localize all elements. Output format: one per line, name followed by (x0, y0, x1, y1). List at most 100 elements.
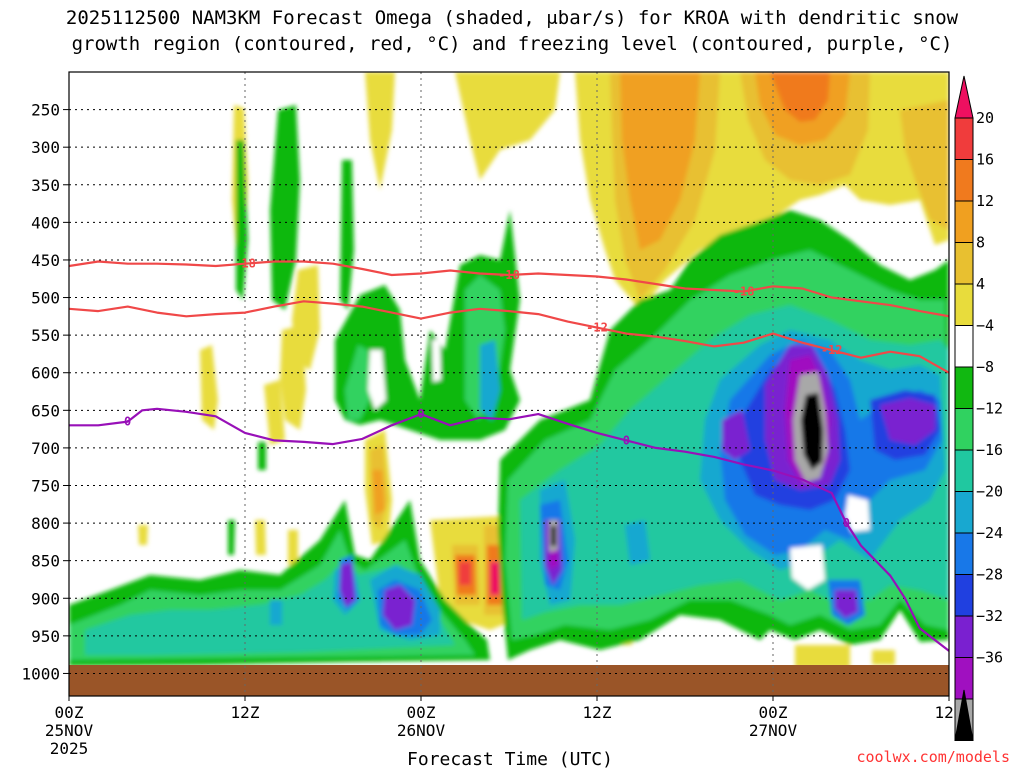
omega-region (880, 398, 935, 445)
omega-region (280, 325, 306, 430)
y-tick-label: 1000 (21, 664, 60, 683)
colorbar-tick-label: −8 (976, 358, 994, 376)
colorbar-tick-label: −4 (976, 317, 994, 335)
omega-region (845, 495, 870, 532)
colorbar-segment (954, 615, 974, 658)
y-tick-label: 950 (31, 627, 60, 646)
colorbar-tick-label: −24 (976, 524, 1003, 542)
colorbar-segment (954, 532, 974, 575)
chart-title-line-1: 2025112500 NAM3KM Forecast Omega (shaded… (66, 7, 959, 29)
omega-region (900, 100, 949, 230)
omega-region (432, 340, 441, 382)
omega-region (368, 350, 386, 410)
omega-region (365, 72, 395, 190)
omega-region (255, 520, 266, 555)
omega-region (228, 520, 235, 555)
colorbar-tick-label: −36 (976, 649, 1003, 667)
colorbar: 20 16 12 8 4 −4 −8 −12 −16 −20 −24 −28 −32 −36 (954, 75, 1003, 741)
colorbar-segment (954, 491, 974, 534)
omega-region (872, 650, 895, 665)
dendritic-contour-minus18 (69, 260, 949, 318)
x-tick-label: 00Z (407, 703, 436, 722)
credit-link[interactable]: coolwx.com/models (856, 748, 1010, 766)
x-tick-label: 12Z (231, 703, 260, 722)
x-date-label: 26NOV (397, 721, 446, 740)
colorbar-tick-label: 4 (976, 275, 985, 293)
colorbar-segment (954, 574, 974, 617)
plot-frame (68, 71, 950, 697)
colorbar-bottom-arrow (954, 689, 974, 741)
colorbar-tick-label: −28 (976, 566, 1003, 584)
colorbar-segment (954, 242, 974, 285)
y-tick-label: 750 (31, 476, 60, 495)
omega-region (345, 345, 372, 420)
omega-region (770, 72, 830, 122)
omega-region (270, 600, 282, 625)
y-tick-label: 250 (31, 101, 60, 120)
freezing-level-contour (69, 407, 949, 652)
omega-region (340, 160, 354, 310)
contour-label: -18 (733, 285, 755, 299)
colorbar-tick-label: 12 (976, 192, 994, 210)
contour-label: -18 (498, 268, 520, 282)
omega-region (459, 562, 471, 585)
colorbar-segment (954, 325, 974, 368)
omega-region (790, 545, 825, 590)
y-tick-label: 700 (31, 439, 60, 458)
omega-region (795, 645, 850, 668)
terrain-below-ground (69, 665, 949, 696)
plot-area: -18 -18 -18 -12 -12 0 0 0 0 (68, 71, 950, 697)
omega-region (372, 470, 385, 515)
y-tick-label: 300 (31, 138, 60, 157)
omega-region (551, 526, 556, 546)
colorbar-tick-label: 16 (976, 151, 994, 169)
colorbar-tick-label: 8 (976, 234, 985, 252)
colorbar-tick-label: −20 (976, 483, 1003, 501)
omega-region (200, 345, 218, 430)
contour-label: 0 (417, 407, 424, 421)
omega-region (288, 530, 298, 565)
y-tick-label: 550 (31, 326, 60, 345)
y-tick-label: 900 (31, 589, 60, 608)
omega-shading (69, 72, 949, 668)
colorbar-tick-label: 20 (976, 109, 994, 127)
grid (69, 72, 949, 696)
omega-region (138, 525, 148, 545)
contours: -18 -18 -18 -12 -12 0 0 0 0 (69, 257, 949, 652)
contour-label: -12 (586, 321, 608, 335)
colorbar-tick-label: −12 (976, 400, 1003, 418)
y-tick-label: 600 (31, 364, 60, 383)
x-tick-label: 00Z (759, 703, 788, 722)
omega-region (490, 562, 500, 595)
omega-region (340, 562, 355, 607)
x-date-label: 27NOV (749, 721, 798, 740)
omega-region (801, 393, 823, 470)
y-axis: 250 300 350 400 450 500 550 600 650 700 750 800 850 9… (21, 101, 69, 683)
dendritic-contour-minus12 (69, 300, 949, 374)
colorbar-tick-label: −32 (976, 607, 1003, 625)
contour-label: 0 (843, 516, 850, 530)
contour-label: -18 (234, 257, 256, 271)
y-tick-label: 350 (31, 176, 60, 195)
omega-region (455, 72, 560, 180)
omega-region (383, 585, 415, 630)
omega-region (264, 380, 285, 445)
x-tick-label: 00Z (55, 703, 84, 722)
omega-region (480, 340, 500, 420)
y-tick-label: 500 (31, 289, 60, 308)
y-tick-label: 400 (31, 213, 60, 232)
colorbar-segment (954, 283, 974, 326)
colorbar-segment (954, 117, 974, 160)
colorbar-tick-label: −16 (976, 441, 1003, 459)
y-tick-label: 650 (31, 401, 60, 420)
colorbar-segment (954, 200, 974, 243)
colorbar-segment (954, 449, 974, 492)
colorbar-segment (954, 366, 974, 409)
contour-label: 0 (623, 433, 630, 447)
omega-region (625, 520, 650, 565)
omega-region (270, 105, 300, 310)
x-date-label: 25NOV (45, 721, 94, 740)
contour-label: 0 (124, 415, 131, 429)
